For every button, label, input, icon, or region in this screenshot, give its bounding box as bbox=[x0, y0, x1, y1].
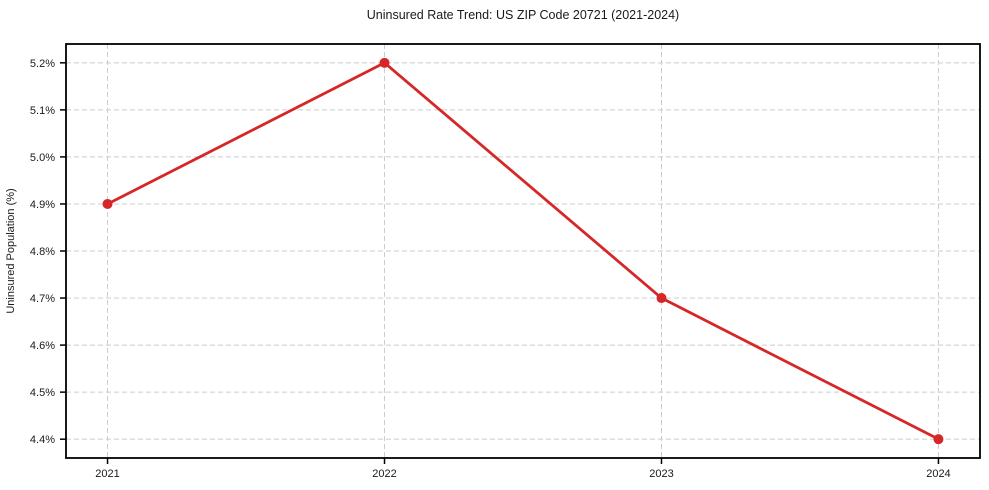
y-tick-label: 4.7% bbox=[30, 293, 55, 305]
data-point-marker bbox=[379, 57, 390, 68]
gridlines bbox=[66, 44, 980, 458]
y-tick-label: 4.4% bbox=[30, 434, 55, 446]
x-tick-label: 2022 bbox=[372, 468, 396, 480]
x-tick-label: 2023 bbox=[649, 468, 673, 480]
y-axis-label: Uninsured Population (%) bbox=[5, 188, 17, 313]
y-tick-label: 4.8% bbox=[30, 246, 55, 258]
x-tick-label: 2024 bbox=[926, 468, 950, 480]
trend-line bbox=[106, 61, 940, 441]
y-tick-label: 4.9% bbox=[30, 199, 55, 211]
chart-title: Uninsured Rate Trend: US ZIP Code 20721 … bbox=[366, 8, 680, 22]
y-tick-label: 5.0% bbox=[30, 152, 55, 164]
y-tick-label: 4.6% bbox=[30, 340, 55, 352]
x-tick-label: 2021 bbox=[95, 468, 119, 480]
axes: 4.4% 4.5% 4.6% 4.7% 4.8% 4.9% 5.0% 5.1% 5.2% 2021… bbox=[30, 43, 981, 480]
data-point-marker bbox=[102, 198, 113, 209]
data-point-marker bbox=[933, 434, 944, 445]
trend-line-series bbox=[102, 57, 944, 445]
data-point-marker bbox=[656, 293, 667, 304]
y-tick-label: 4.5% bbox=[30, 387, 55, 399]
y-tick-label: 5.2% bbox=[30, 58, 55, 70]
y-tick-label: 5.1% bbox=[30, 105, 55, 117]
